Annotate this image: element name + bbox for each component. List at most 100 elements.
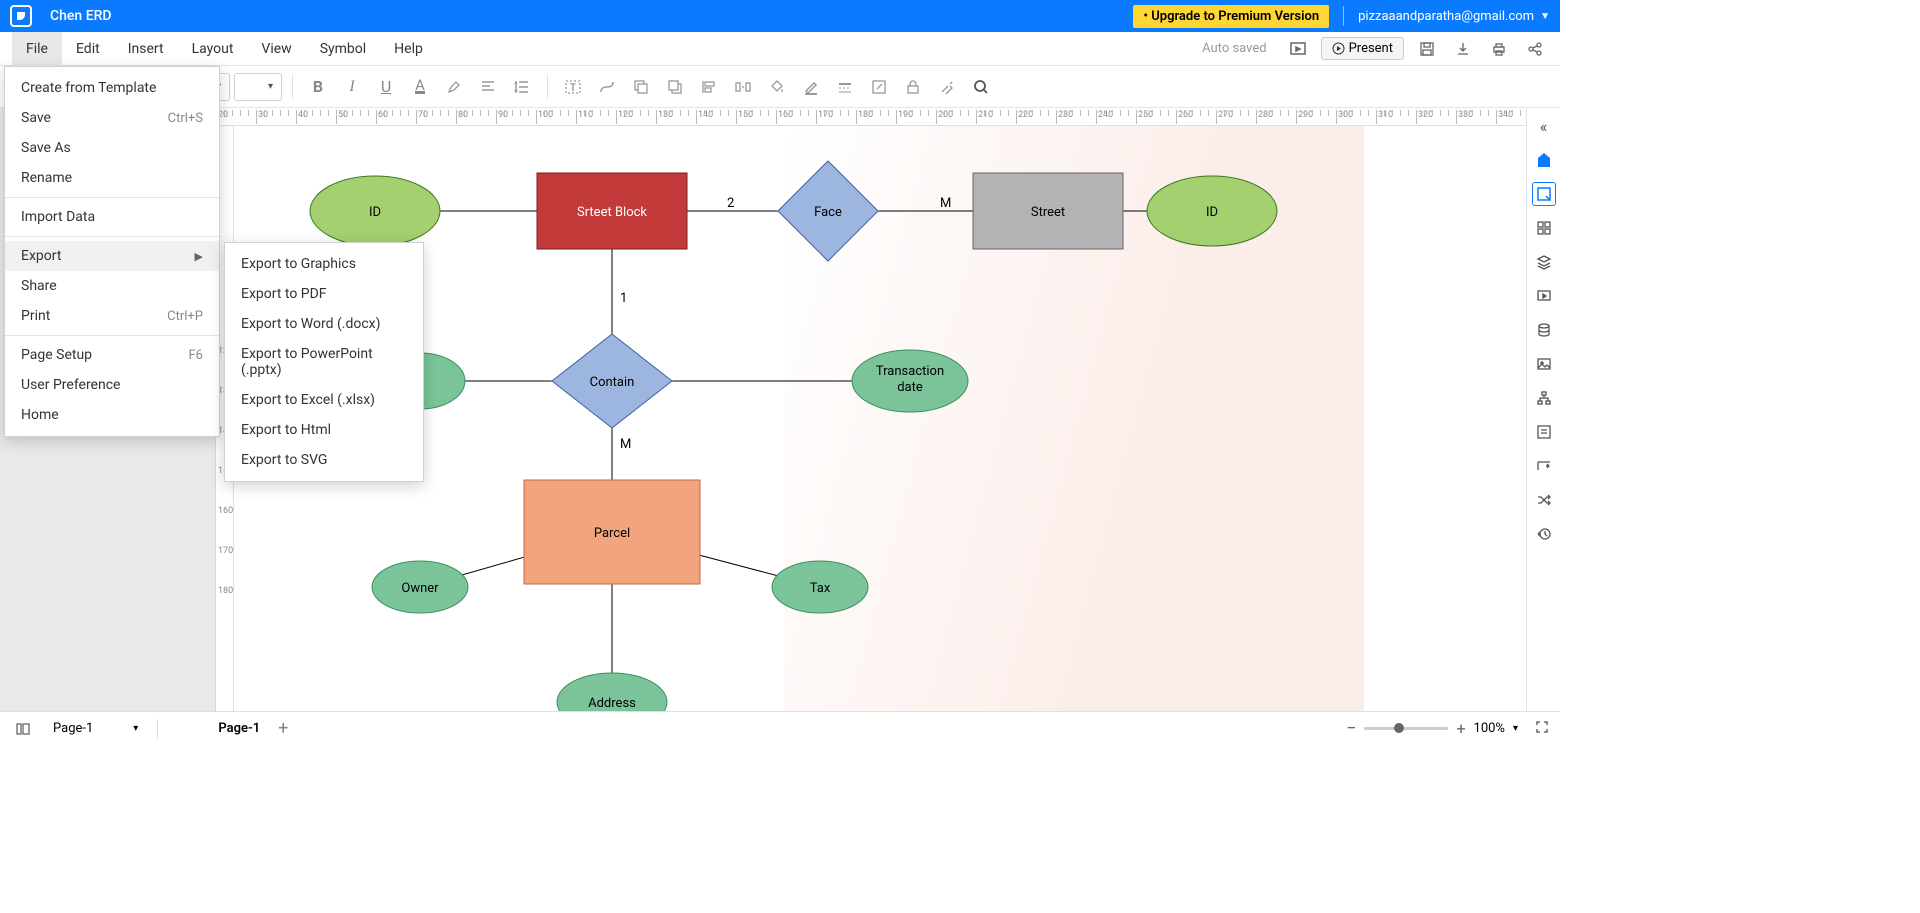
distribute-icon[interactable]: [728, 72, 758, 102]
file-menu-create-from-template[interactable]: Create from Template: [5, 73, 219, 103]
chevron-down-icon: ▼: [1540, 11, 1550, 22]
svg-text:Face: Face: [814, 205, 842, 220]
separator: [547, 75, 548, 99]
presentation-settings-icon[interactable]: [1285, 36, 1311, 62]
toolbar: ▾ ▾ B I U A T: [0, 66, 1560, 108]
theme-icon[interactable]: [1532, 148, 1556, 172]
connector-icon[interactable]: [592, 72, 622, 102]
slideshow-icon[interactable]: [1532, 284, 1556, 308]
tab-icon[interactable]: [1532, 454, 1556, 478]
svg-text:ID: ID: [1206, 205, 1218, 220]
export-export-to-pdf[interactable]: Export to PDF: [225, 279, 423, 309]
fullscreen-icon[interactable]: [1534, 719, 1550, 739]
add-page-button[interactable]: +: [278, 718, 288, 739]
svg-text:date: date: [897, 380, 923, 395]
user-email-label: pizzaaandparatha@gmail.com: [1358, 9, 1534, 24]
file-menu-export[interactable]: Export▶: [5, 241, 219, 271]
align-objects-icon[interactable]: [694, 72, 724, 102]
file-menu-share[interactable]: Share: [5, 271, 219, 301]
sitemap-icon[interactable]: [1532, 386, 1556, 410]
menu-edit[interactable]: Edit: [62, 32, 114, 66]
present-button[interactable]: Present: [1321, 37, 1404, 60]
svg-text:Parcel: Parcel: [594, 526, 630, 541]
export-export-to-word-docx-[interactable]: Export to Word (.docx): [225, 309, 423, 339]
export-export-to-excel-xlsx-[interactable]: Export to Excel (.xlsx): [225, 385, 423, 415]
app-logo[interactable]: [10, 5, 32, 27]
upgrade-premium-button[interactable]: • Upgrade to Premium Version: [1133, 5, 1329, 28]
svg-text:Address: Address: [588, 696, 636, 711]
menu-file[interactable]: File: [12, 32, 62, 66]
canvas[interactable]: 2M1MIDSrteet BlockFaceStreetIDContainTra…: [234, 126, 1526, 711]
user-menu[interactable]: pizzaaandparatha@gmail.com ▼: [1358, 9, 1550, 24]
italic-icon[interactable]: I: [337, 72, 367, 102]
svg-text:Transaction: Transaction: [876, 364, 944, 379]
data-icon[interactable]: [1532, 318, 1556, 342]
grid-icon[interactable]: [1532, 216, 1556, 240]
menu-layout[interactable]: Layout: [178, 32, 248, 66]
zoom-level[interactable]: 100%: [1474, 721, 1505, 736]
zoom-controls: − + 100%▾: [1346, 718, 1550, 739]
highlight-icon[interactable]: [439, 72, 469, 102]
underline-icon[interactable]: U: [371, 72, 401, 102]
export-export-to-svg[interactable]: Export to SVG: [225, 445, 423, 475]
svg-text:Owner: Owner: [401, 581, 439, 596]
file-menu-user-preference[interactable]: User Preference: [5, 370, 219, 400]
bold-icon[interactable]: B: [303, 72, 333, 102]
download-icon[interactable]: [1450, 36, 1476, 62]
menu-view[interactable]: View: [247, 32, 305, 66]
share-icon[interactable]: [1522, 36, 1548, 62]
page-select-label: Page-1: [53, 721, 93, 736]
file-menu-print[interactable]: PrintCtrl+P: [5, 301, 219, 331]
align-icon[interactable]: [473, 72, 503, 102]
file-menu-page-setup[interactable]: Page SetupF6: [5, 340, 219, 370]
shape-front-icon[interactable]: [660, 72, 690, 102]
export-export-to-html[interactable]: Export to Html: [225, 415, 423, 445]
document-title[interactable]: Chen ERD: [50, 8, 112, 24]
export-submenu: Export to GraphicsExport to PDFExport to…: [224, 242, 424, 482]
menu-help[interactable]: Help: [380, 32, 437, 66]
text-box-icon[interactable]: T: [558, 72, 588, 102]
file-menu-save[interactable]: SaveCtrl+S: [5, 103, 219, 133]
search-icon[interactable]: [966, 72, 996, 102]
collapse-icon[interactable]: «: [1532, 114, 1556, 138]
file-menu-dropdown: Create from TemplateSaveCtrl+SSave AsRen…: [4, 66, 220, 437]
menu-insert[interactable]: Insert: [114, 32, 178, 66]
image-icon[interactable]: [1532, 352, 1556, 376]
print-icon[interactable]: [1486, 36, 1512, 62]
tools-icon[interactable]: [932, 72, 962, 102]
export-export-to-powerpoint-pptx-[interactable]: Export to PowerPoint (.pptx): [225, 339, 423, 385]
menu-symbol[interactable]: Symbol: [306, 32, 380, 66]
file-menu-home[interactable]: Home: [5, 400, 219, 430]
save-icon[interactable]: [1414, 36, 1440, 62]
zoom-slider[interactable]: [1364, 727, 1448, 730]
edit-shape-icon[interactable]: [864, 72, 894, 102]
svg-text:1: 1: [620, 291, 627, 306]
file-menu-rename[interactable]: Rename: [5, 163, 219, 193]
bottombar: Page-1▾ Page-1 + − + 100%▾: [0, 711, 1560, 745]
shuffle-icon[interactable]: [1532, 488, 1556, 512]
zoom-out-button[interactable]: −: [1346, 718, 1356, 739]
line-color-icon[interactable]: [796, 72, 826, 102]
file-menu-save-as[interactable]: Save As: [5, 133, 219, 163]
text-color-icon[interactable]: A: [405, 72, 435, 102]
zoom-in-button[interactable]: +: [1456, 719, 1465, 738]
layers-icon[interactable]: [1532, 250, 1556, 274]
page-tab[interactable]: Page-1: [218, 721, 260, 736]
line-spacing-icon[interactable]: [507, 72, 537, 102]
diagram-svg: 2M1MIDSrteet BlockFaceStreetIDContainTra…: [234, 126, 1526, 711]
shape-back-icon[interactable]: [626, 72, 656, 102]
history-icon[interactable]: [1532, 522, 1556, 546]
format-panel-icon[interactable]: [1532, 182, 1556, 206]
comments-icon[interactable]: [1532, 420, 1556, 444]
svg-text:Contain: Contain: [590, 375, 635, 390]
export-export-to-graphics[interactable]: Export to Graphics: [225, 249, 423, 279]
file-menu-import-data[interactable]: Import Data: [5, 202, 219, 232]
lock-icon[interactable]: [898, 72, 928, 102]
fill-color-icon[interactable]: [762, 72, 792, 102]
page-select[interactable]: Page-1▾: [44, 718, 147, 739]
svg-text:2: 2: [727, 196, 734, 211]
pages-panel-icon[interactable]: [10, 716, 36, 742]
right-sidebar: «: [1526, 108, 1560, 711]
font-size-select[interactable]: ▾: [234, 73, 282, 101]
line-style-icon[interactable]: [830, 72, 860, 102]
